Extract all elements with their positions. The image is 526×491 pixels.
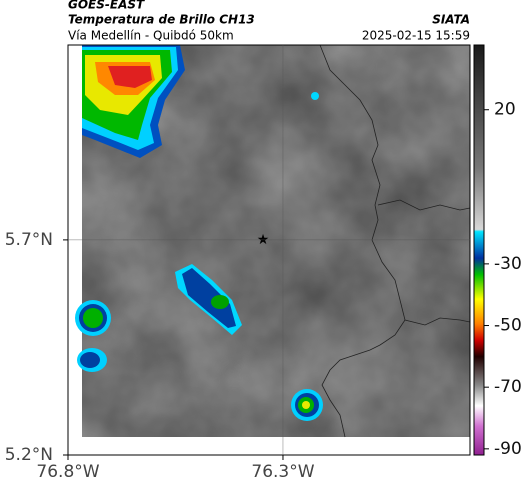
colorbar (473, 44, 485, 456)
y-tick-label: 5.7°N (5, 230, 53, 250)
map-frame (67, 44, 471, 456)
y-tick-label: 5.2°N (5, 445, 53, 465)
x-tick-label: 76.3°W (251, 462, 314, 482)
colorbar-tick-label: -70 (494, 377, 522, 397)
title: Temperatura de Brillo CH13 (68, 13, 255, 27)
x-tick-label: 76.8°W (36, 462, 99, 482)
source: SIATA (432, 13, 470, 27)
colorbar-tick-label: -50 (494, 316, 522, 336)
colorbar-tick-label: 20 (494, 100, 516, 120)
colorbar-tick-label: -90 (494, 439, 522, 459)
product: GOES-EAST (68, 0, 145, 12)
subtitle: Vía Medellín - Quibdó 50km (68, 29, 234, 43)
satellite-image: ★ (75, 44, 471, 438)
datetime: 2025-02-15 15:59 (362, 29, 470, 43)
colorbar-tick-label: -30 (494, 254, 522, 274)
